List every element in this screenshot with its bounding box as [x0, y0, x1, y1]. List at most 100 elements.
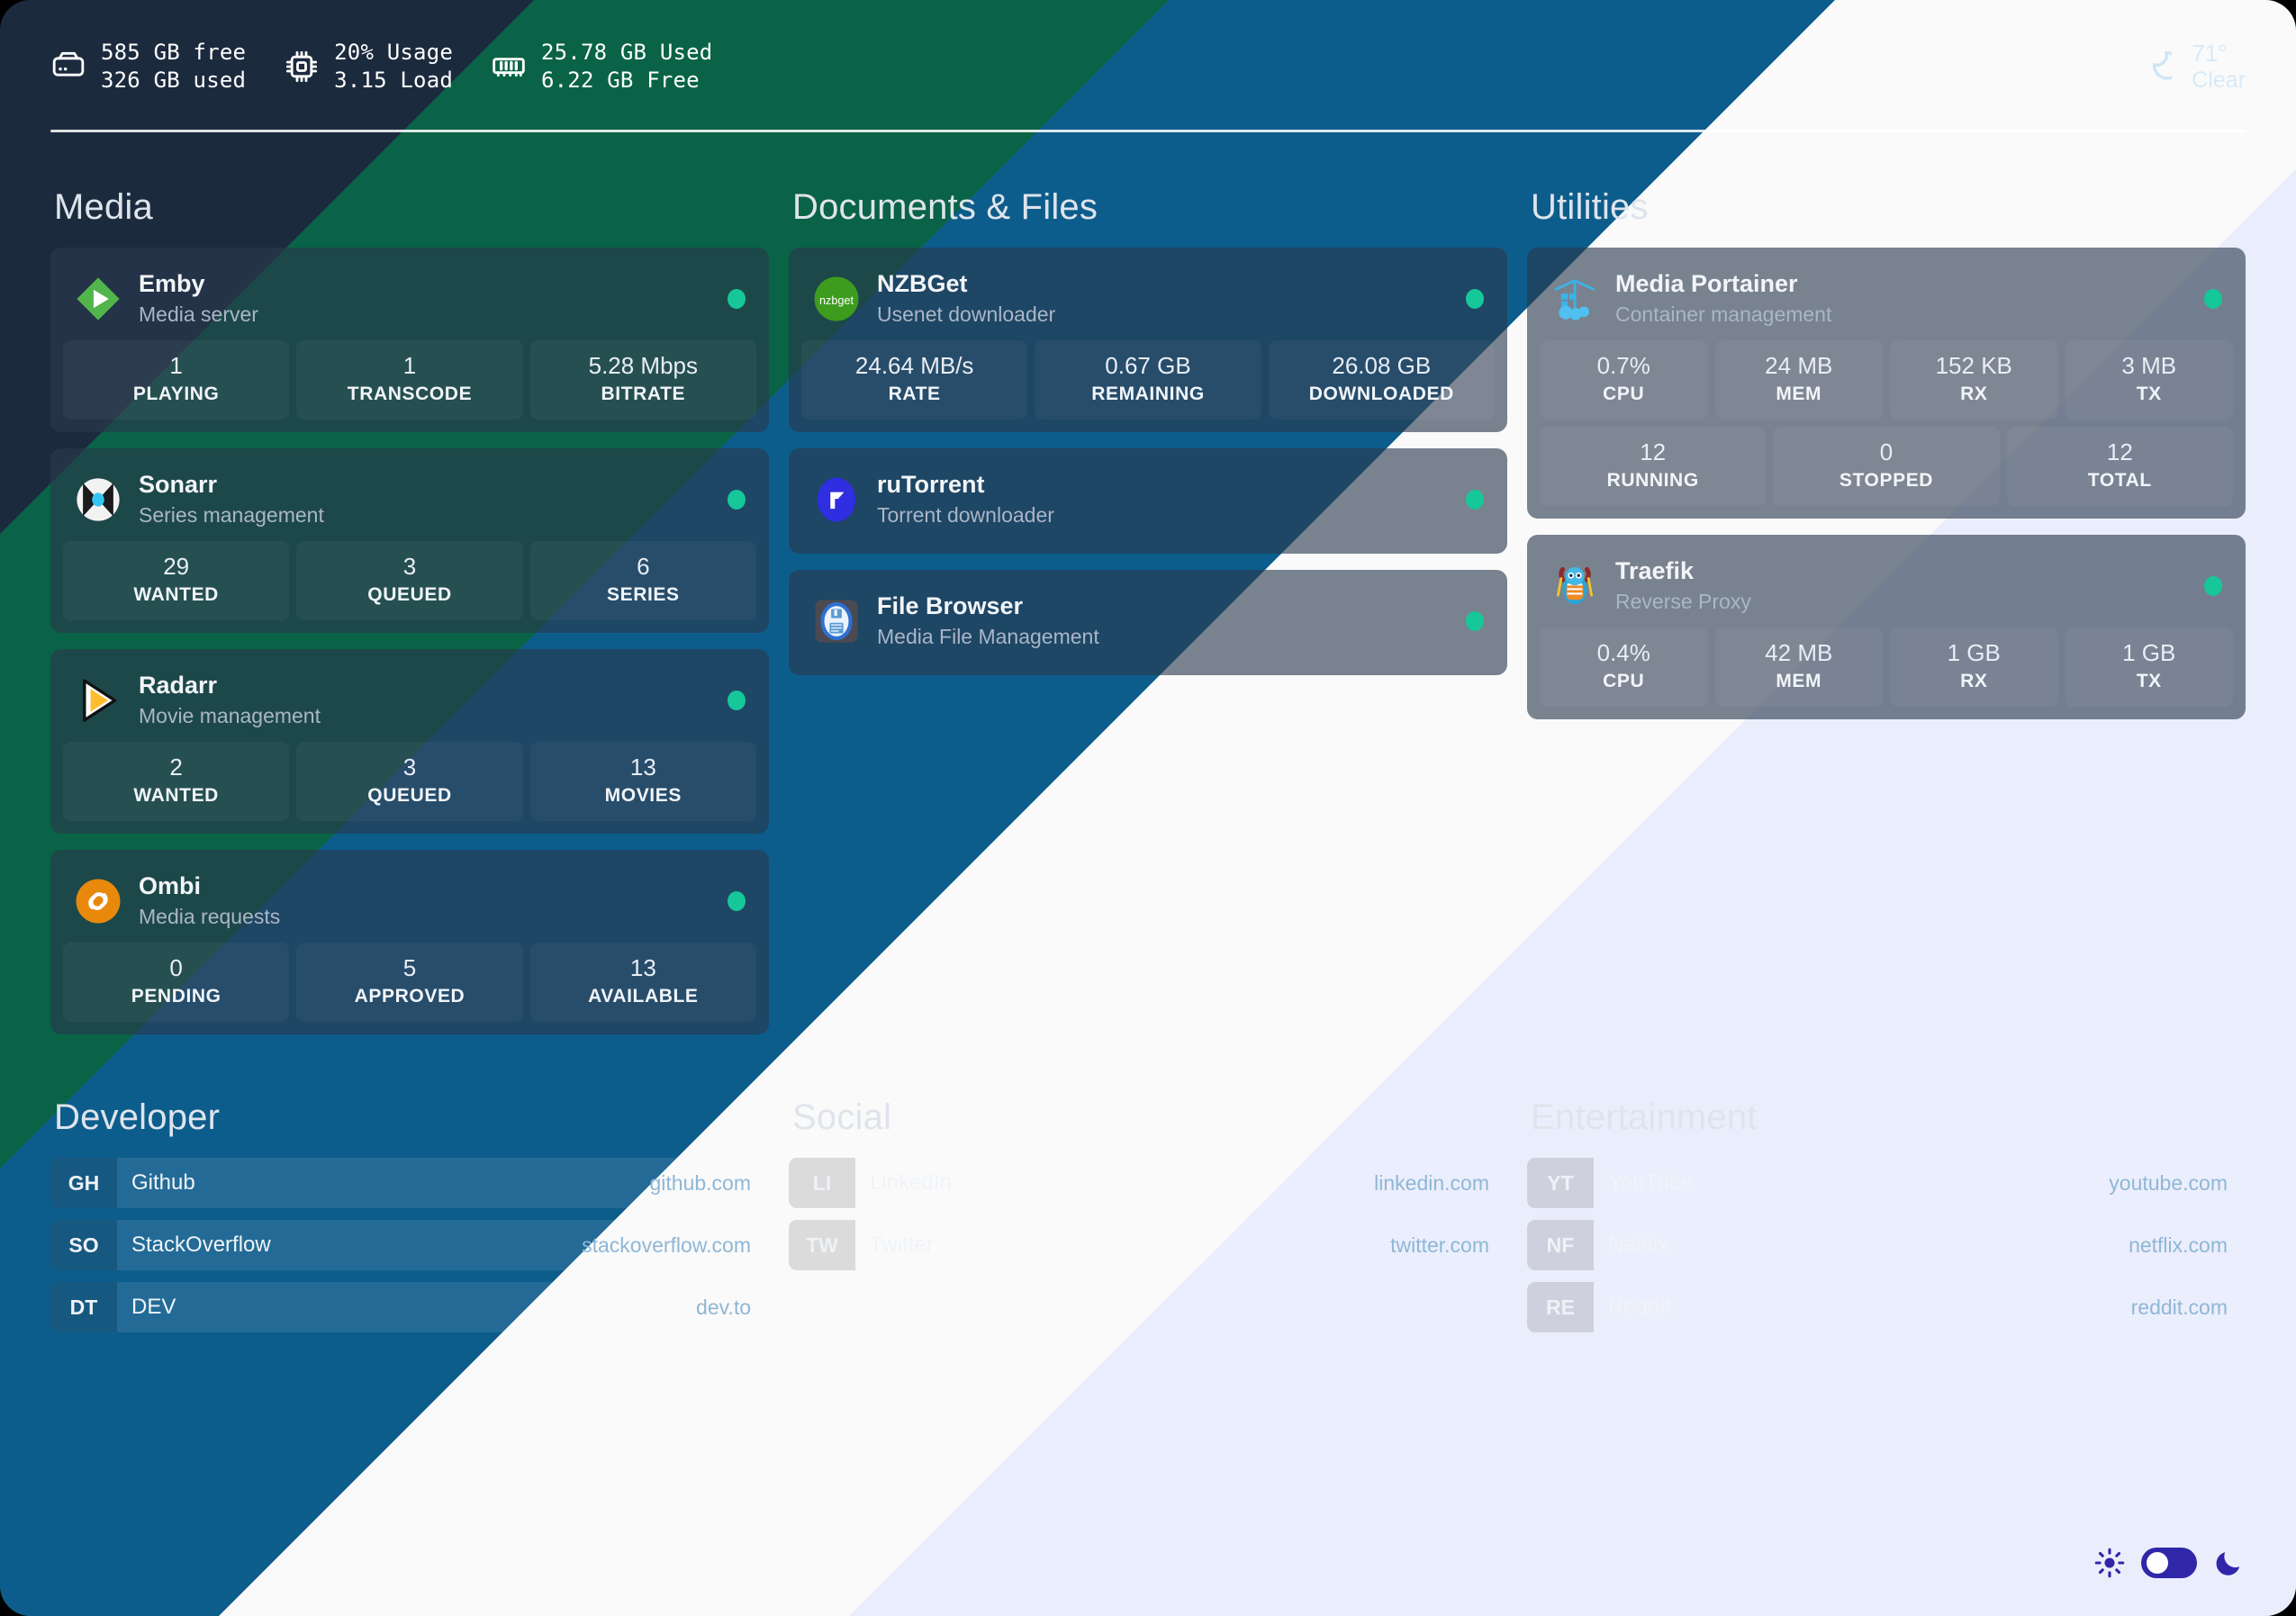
stat-value: 1	[169, 352, 183, 379]
bookmark-url: reddit.com	[2130, 1295, 2228, 1319]
bookmark-item[interactable]: GH Github github.com	[50, 1158, 769, 1208]
service-stat: 3 QUEUED	[296, 541, 523, 620]
memory-line-2: 6.22 GB Free	[541, 68, 700, 93]
bookmark-name: DEV	[131, 1295, 176, 1319]
service-card-header: ruTorrent Torrent downloader	[801, 461, 1495, 541]
bookmark-name: StackOverflow	[131, 1232, 271, 1257]
service-description: Usenet downloader	[877, 302, 1056, 326]
service-description: Media server	[139, 302, 258, 326]
service-stat-row: 0 PENDING 5 APPROVED 13 AVAILABLE	[63, 943, 756, 1022]
service-card[interactable]: ruTorrent Torrent downloader	[789, 448, 1507, 554]
bookmark-item[interactable]: RE Reddit reddit.com	[1527, 1282, 2246, 1332]
emby-logo	[74, 275, 122, 323]
service-name: Traefik	[1615, 557, 1695, 584]
bookmark-main: Twitter twitter.com	[855, 1220, 1507, 1270]
stat-value: 1 GB	[1947, 639, 2001, 666]
bookmark-abbr: YT	[1527, 1158, 1594, 1208]
service-column-utilities: Utilities Media Portainer Container manage…	[1527, 187, 2246, 1051]
service-card[interactable]: Emby Media server 1 PLAYING 1 TRANSCODE 5.28 M…	[50, 248, 769, 432]
stat-value: 152 KB	[1935, 352, 2012, 379]
system-stats-group: 585 GB free 326 GB used 20% Usage 3.15 L…	[50, 39, 712, 95]
stat-label: BITRATE	[601, 384, 686, 404]
service-name: Media Portainer	[1615, 270, 1798, 297]
stat-value: 0	[1879, 438, 1894, 465]
bookmark-abbr: DT	[50, 1282, 117, 1332]
status-indicator-online	[728, 288, 746, 309]
stat-label: QUEUED	[367, 785, 452, 806]
bookmark-item[interactable]: NF Netflix netflix.com	[1527, 1220, 2246, 1270]
service-name: Ombi	[139, 872, 202, 899]
service-column-documents-files: Documents & Files nzbget NZBGet Usenet down…	[789, 187, 1507, 1051]
service-card[interactable]: nzbget NZBGet Usenet downloader 24.64 MB/s R…	[789, 248, 1507, 432]
service-stat: 2 WANTED	[63, 742, 290, 821]
service-stat-row: 24.64 MB/s RATE 0.67 GB REMAINING 26.08 GB DO…	[801, 340, 1495, 420]
service-card-header: Radarr Movie management	[63, 662, 756, 742]
bookmark-main: Reddit reddit.com	[1594, 1282, 2246, 1332]
stat-label: DOWNLOADED	[1308, 384, 1454, 404]
stat-value: 13	[629, 954, 656, 981]
bookmark-item[interactable]: YT YouTube youtube.com	[1527, 1158, 2246, 1208]
stat-value: 12	[2106, 438, 2133, 465]
stat-value: 24 MB	[1765, 352, 1833, 379]
portainer-logo	[1550, 275, 1599, 323]
stat-value: 1 GB	[2122, 639, 2176, 666]
bookmark-item[interactable]: LI LinkedIn linkedin.com	[789, 1158, 1507, 1208]
disk-line-2: 326 GB used	[101, 68, 247, 93]
stat-value: 3	[402, 553, 417, 580]
column-title: Utilities	[1531, 187, 1649, 227]
service-card[interactable]: Sonarr Series management 29 WANTED 3 QUEUED 6 S…	[50, 448, 769, 633]
rutorrent-logo	[812, 475, 861, 524]
sun-icon[interactable]	[2094, 1548, 2125, 1578]
theme-switch[interactable]	[2141, 1548, 2197, 1578]
service-card[interactable]: Media Portainer Container management 0.7% C…	[1527, 248, 2246, 519]
stat-label: RUNNING	[1606, 470, 1699, 491]
service-card[interactable]: Ombi Media requests 0 PENDING 5 APPROVED 13 AVA…	[50, 850, 769, 1034]
stat-label: MOVIES	[604, 785, 682, 806]
stat-label: WANTED	[133, 785, 219, 806]
bookmark-name: Reddit	[1608, 1295, 1671, 1319]
service-description: Torrent downloader	[877, 503, 1054, 527]
service-stat: 13 AVAILABLE	[529, 943, 756, 1022]
system-stat-memory: 25.78 GB Used 6.22 GB Free	[491, 39, 712, 95]
service-stat-row: 2 WANTED 3 QUEUED 13 MOVIES	[63, 742, 756, 821]
moon-icon[interactable]	[2213, 1548, 2244, 1578]
bookmark-url: linkedin.com	[1374, 1170, 1489, 1195]
service-stat-row: 0.7% CPU 24 MB MEM 152 KB RX 3 MB TX	[1540, 340, 2233, 420]
bookmark-url: stackoverflow.com	[582, 1232, 751, 1257]
service-card[interactable]: Traefik Reverse Proxy 0.4% CPU 42 MB MEM 1 GB R…	[1527, 535, 2246, 719]
bookmark-group-title: Developer	[54, 1097, 221, 1137]
system-stat-disk: 585 GB free 326 GB used	[50, 39, 246, 95]
service-stat: 42 MB MEM	[1714, 627, 1883, 707]
stat-label: REMAINING	[1091, 384, 1205, 404]
service-stat: 1 TRANSCODE	[296, 340, 523, 420]
service-card[interactable]: File Browser Media File Management	[789, 570, 1507, 675]
service-stat: 152 KB RX	[1890, 340, 2058, 420]
weather-widget: 71° Clear	[2134, 40, 2246, 94]
service-description: Media requests	[139, 905, 281, 928]
theme-toggle[interactable]	[2094, 1548, 2244, 1578]
filebrowser-logo	[812, 597, 861, 645]
stat-value: 0.4%	[1596, 639, 1650, 666]
bookmark-abbr: GH	[50, 1158, 117, 1208]
bookmark-url: twitter.com	[1390, 1232, 1489, 1257]
header-divider	[50, 130, 2246, 132]
service-name: Emby	[139, 270, 205, 297]
cpu-icon	[284, 49, 320, 85]
stat-value: 13	[629, 754, 656, 781]
bookmark-main: YouTube youtube.com	[1594, 1158, 2246, 1208]
system-stat-cpu: 20% Usage 3.15 Load	[284, 39, 453, 95]
bookmark-url: github.com	[649, 1170, 751, 1195]
service-card[interactable]: Radarr Movie management 2 WANTED 3 QUEUED 13 MO…	[50, 649, 769, 834]
stat-value: 0	[169, 954, 183, 981]
service-stat: 3 MB TX	[2065, 340, 2233, 420]
bookmark-item[interactable]: TW Twitter twitter.com	[789, 1220, 1507, 1270]
bookmark-item[interactable]: DT DEV dev.to	[50, 1282, 769, 1332]
service-description: Container management	[1615, 302, 1832, 326]
stat-label: TX	[2136, 671, 2162, 691]
stat-label: RX	[1960, 671, 1988, 691]
stat-label: MEM	[1776, 671, 1822, 691]
bookmark-item[interactable]: SO StackOverflow stackoverflow.com	[50, 1220, 769, 1270]
stat-label: TRANSCODE	[347, 384, 473, 404]
bookmark-group-developer: Developer GH Github github.com SO StackOverfl…	[50, 1097, 769, 1344]
